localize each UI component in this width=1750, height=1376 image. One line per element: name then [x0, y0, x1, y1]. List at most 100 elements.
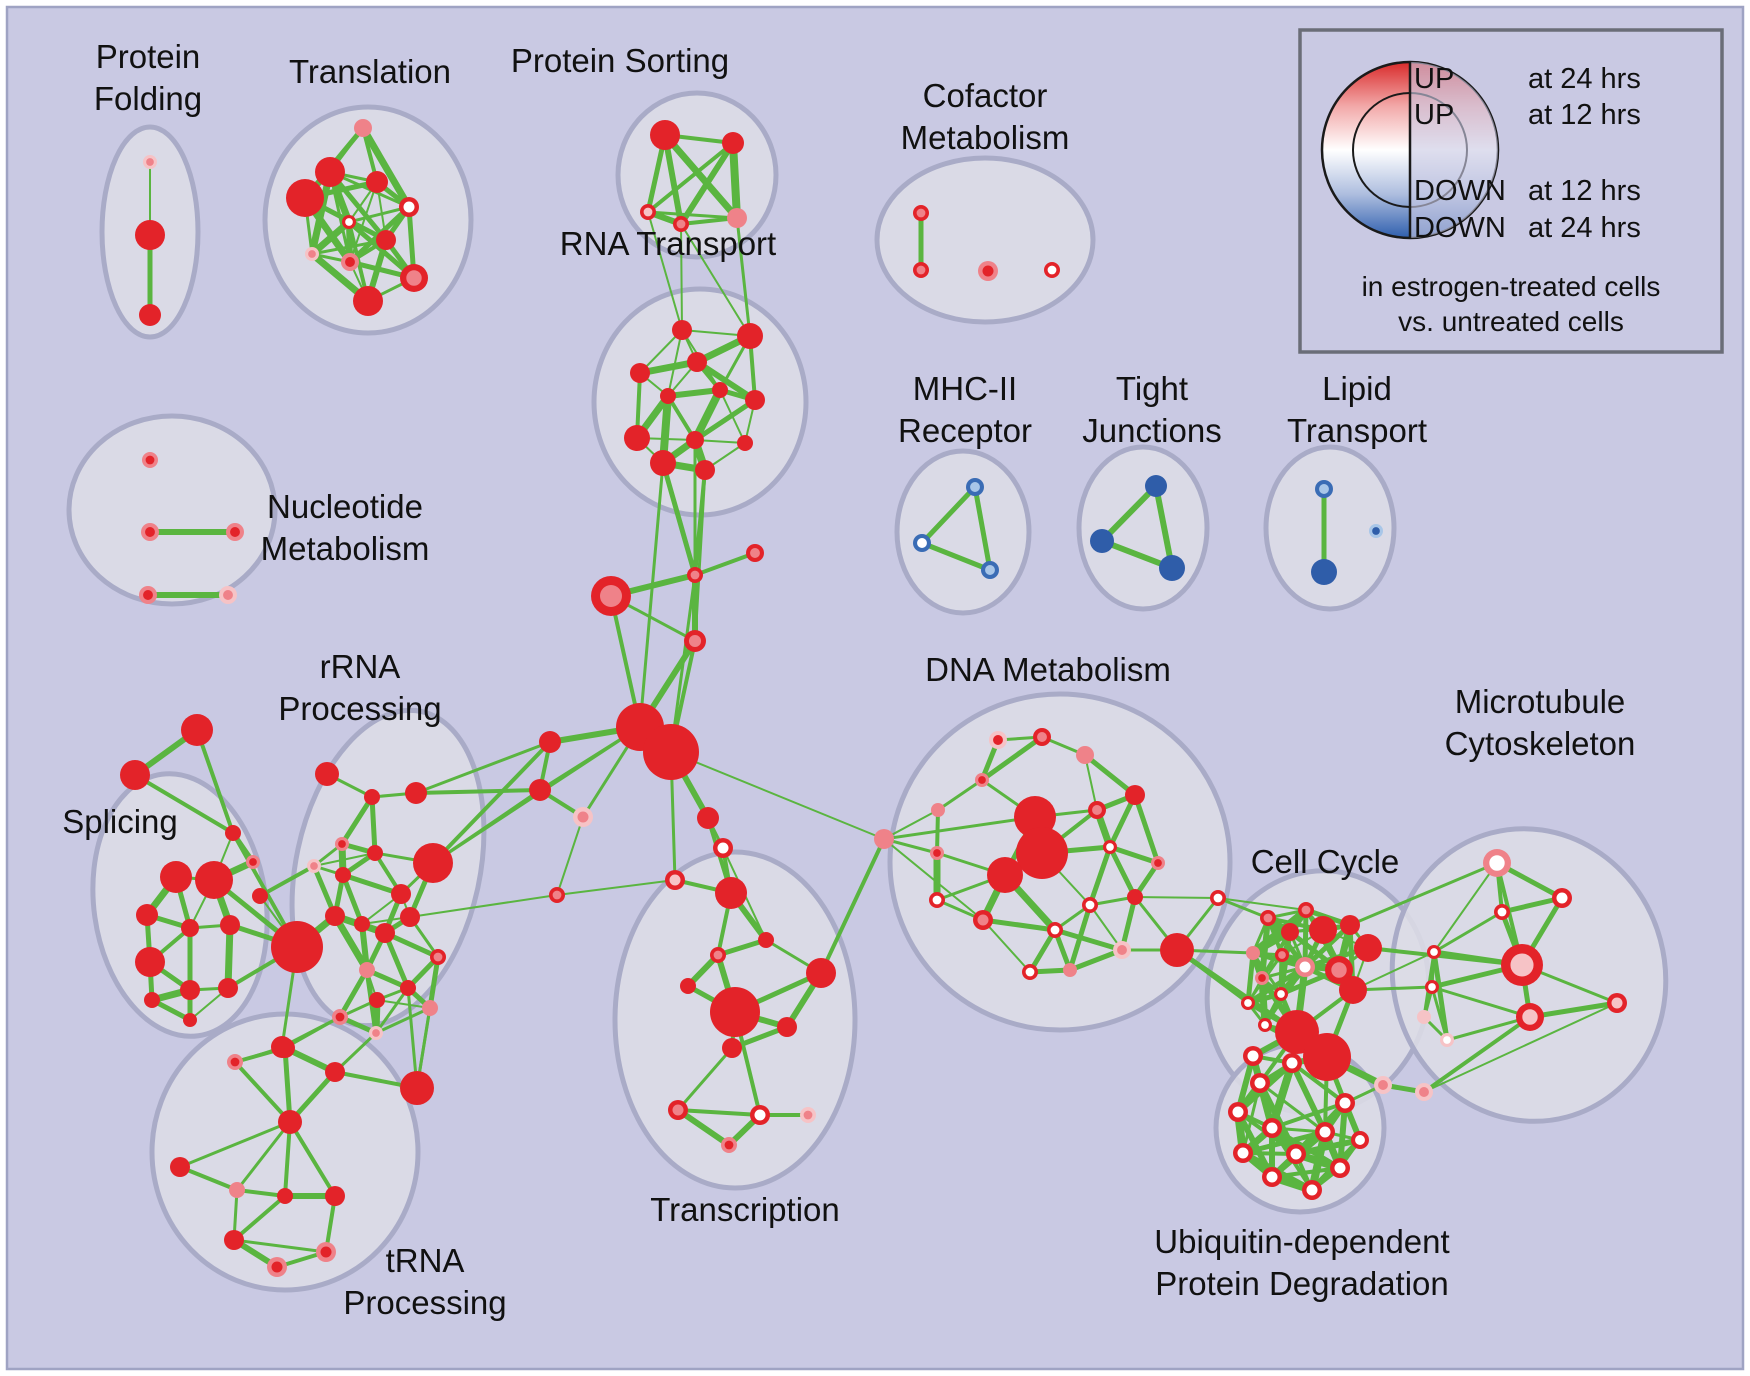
node-dm-inner — [1117, 945, 1127, 955]
legend-caption: in estrogen-treated cells — [1362, 271, 1661, 302]
node-rt-outer — [737, 435, 753, 451]
node-tx-inner — [803, 1110, 813, 1120]
edge-cc — [1278, 929, 1293, 997]
node-dm-outer — [1125, 785, 1145, 805]
edge-dm — [1027, 927, 1058, 975]
edge-link — [1134, 896, 1219, 899]
node-mt-inner — [1556, 892, 1568, 904]
node-tl-inner — [308, 250, 316, 258]
node-rr-outer — [325, 906, 345, 926]
edge-link — [414, 788, 542, 795]
edge-tl — [359, 124, 413, 211]
edge-link — [1423, 1002, 1618, 1093]
node-tr-outer — [224, 1230, 244, 1250]
node-ub-inner — [1237, 1147, 1249, 1159]
cluster-ellipse-cf — [874, 155, 1096, 325]
node-sp-outer — [136, 904, 158, 926]
node-rr-outer — [369, 992, 385, 1008]
edge-tl — [347, 205, 411, 224]
node-dm-outer — [1160, 933, 1194, 967]
node-sp-outer — [218, 978, 238, 998]
node-rr-outer — [359, 962, 375, 978]
edge-tr — [232, 1238, 328, 1254]
node-rt-outer — [630, 363, 650, 383]
node-rr-outer — [400, 980, 416, 996]
edge-ps — [662, 132, 684, 227]
edge-tr — [288, 1120, 337, 1198]
edge-link — [1217, 897, 1307, 911]
node-ub-inner — [1306, 1184, 1318, 1196]
node-rr-inner — [372, 1029, 380, 1037]
cluster-ellipse-rt — [591, 286, 809, 518]
edge-mt — [1445, 1015, 1532, 1042]
node-rr-outer — [315, 762, 339, 786]
edge-dm — [980, 917, 1058, 933]
node-dm-inner — [993, 735, 1003, 745]
cluster-label-tj: Tight — [1116, 370, 1188, 407]
edge-mt — [1432, 910, 1504, 954]
node-dm-inner — [1154, 859, 1162, 867]
node-dm-outer — [1016, 827, 1068, 879]
node-tx-inner — [672, 1104, 684, 1116]
node-nm-inner — [223, 590, 233, 600]
node-tx-inner — [724, 1140, 734, 1150]
node-tl-outer — [354, 119, 372, 137]
node-rr-inner — [338, 840, 346, 848]
node-cc-outer — [1246, 946, 1260, 960]
node-sp-outer — [183, 1013, 197, 1027]
edge-link — [1366, 946, 1524, 967]
node-mh-inner — [917, 538, 927, 548]
node-rt-outer — [745, 390, 765, 410]
node-rr-inner — [335, 1012, 345, 1022]
node-rt-outer — [737, 323, 763, 349]
node-sp-inner — [249, 858, 257, 866]
node-ub-inner — [1286, 1057, 1298, 1069]
cluster-label-rr: Processing — [278, 690, 441, 727]
node-ub-inner — [1254, 1077, 1266, 1089]
node-tl-outer — [376, 230, 396, 250]
edge-rr — [258, 864, 316, 898]
edge-ps — [646, 141, 735, 214]
legend-time-label: at 24 hrs — [1528, 212, 1641, 244]
node-tl-outer — [286, 179, 324, 217]
node-cc-outer — [1303, 1033, 1351, 1081]
cluster-label-mt: Cytoskeleton — [1445, 725, 1636, 762]
cluster-label-rt: RNA Transport — [560, 225, 776, 262]
edge-rr — [339, 794, 375, 847]
edge-mt — [1430, 985, 1532, 1019]
edge-rr — [340, 872, 404, 897]
node-li-outer — [1311, 559, 1337, 585]
cluster-label-nm: Nucleotide — [267, 488, 423, 525]
node-sp-outer — [220, 915, 240, 935]
node-rr-outer — [354, 916, 370, 932]
node-rr-outer — [375, 923, 395, 943]
cluster-label-mt: Microtubule — [1455, 683, 1626, 720]
edge-rt — [694, 359, 758, 403]
node-sp-outer — [120, 760, 150, 790]
node-dm-outer — [1127, 889, 1143, 905]
node-sp-outer — [144, 992, 160, 1008]
legend-caption: vs. untreated cells — [1398, 306, 1624, 337]
edge-cc — [1245, 950, 1256, 1006]
node-rt-outer — [687, 352, 707, 372]
edge-ub — [1270, 1101, 1347, 1130]
node-tr-outer — [400, 1071, 434, 1105]
node-dm-outer — [931, 803, 945, 817]
edge-link — [819, 837, 886, 975]
node-ub-inner — [1266, 1122, 1278, 1134]
cluster-label-li: Transport — [1287, 412, 1427, 449]
node-rr-outer — [271, 921, 323, 973]
node-tr-outer — [278, 1110, 302, 1134]
node-mt-inner — [1430, 948, 1438, 956]
node-cc-outer — [1354, 934, 1382, 962]
node-cn-inner — [688, 634, 702, 648]
node-sp-outer — [160, 861, 192, 893]
edge-rr — [331, 912, 371, 974]
node-mt-inner — [1489, 855, 1505, 871]
node-tx-inner — [669, 874, 681, 886]
edge-cc — [1258, 974, 1269, 1029]
edge-link — [409, 894, 558, 918]
node-pf-outer — [139, 304, 161, 326]
node-cn-inner — [1213, 893, 1223, 903]
node-sp-outer — [180, 980, 200, 1000]
